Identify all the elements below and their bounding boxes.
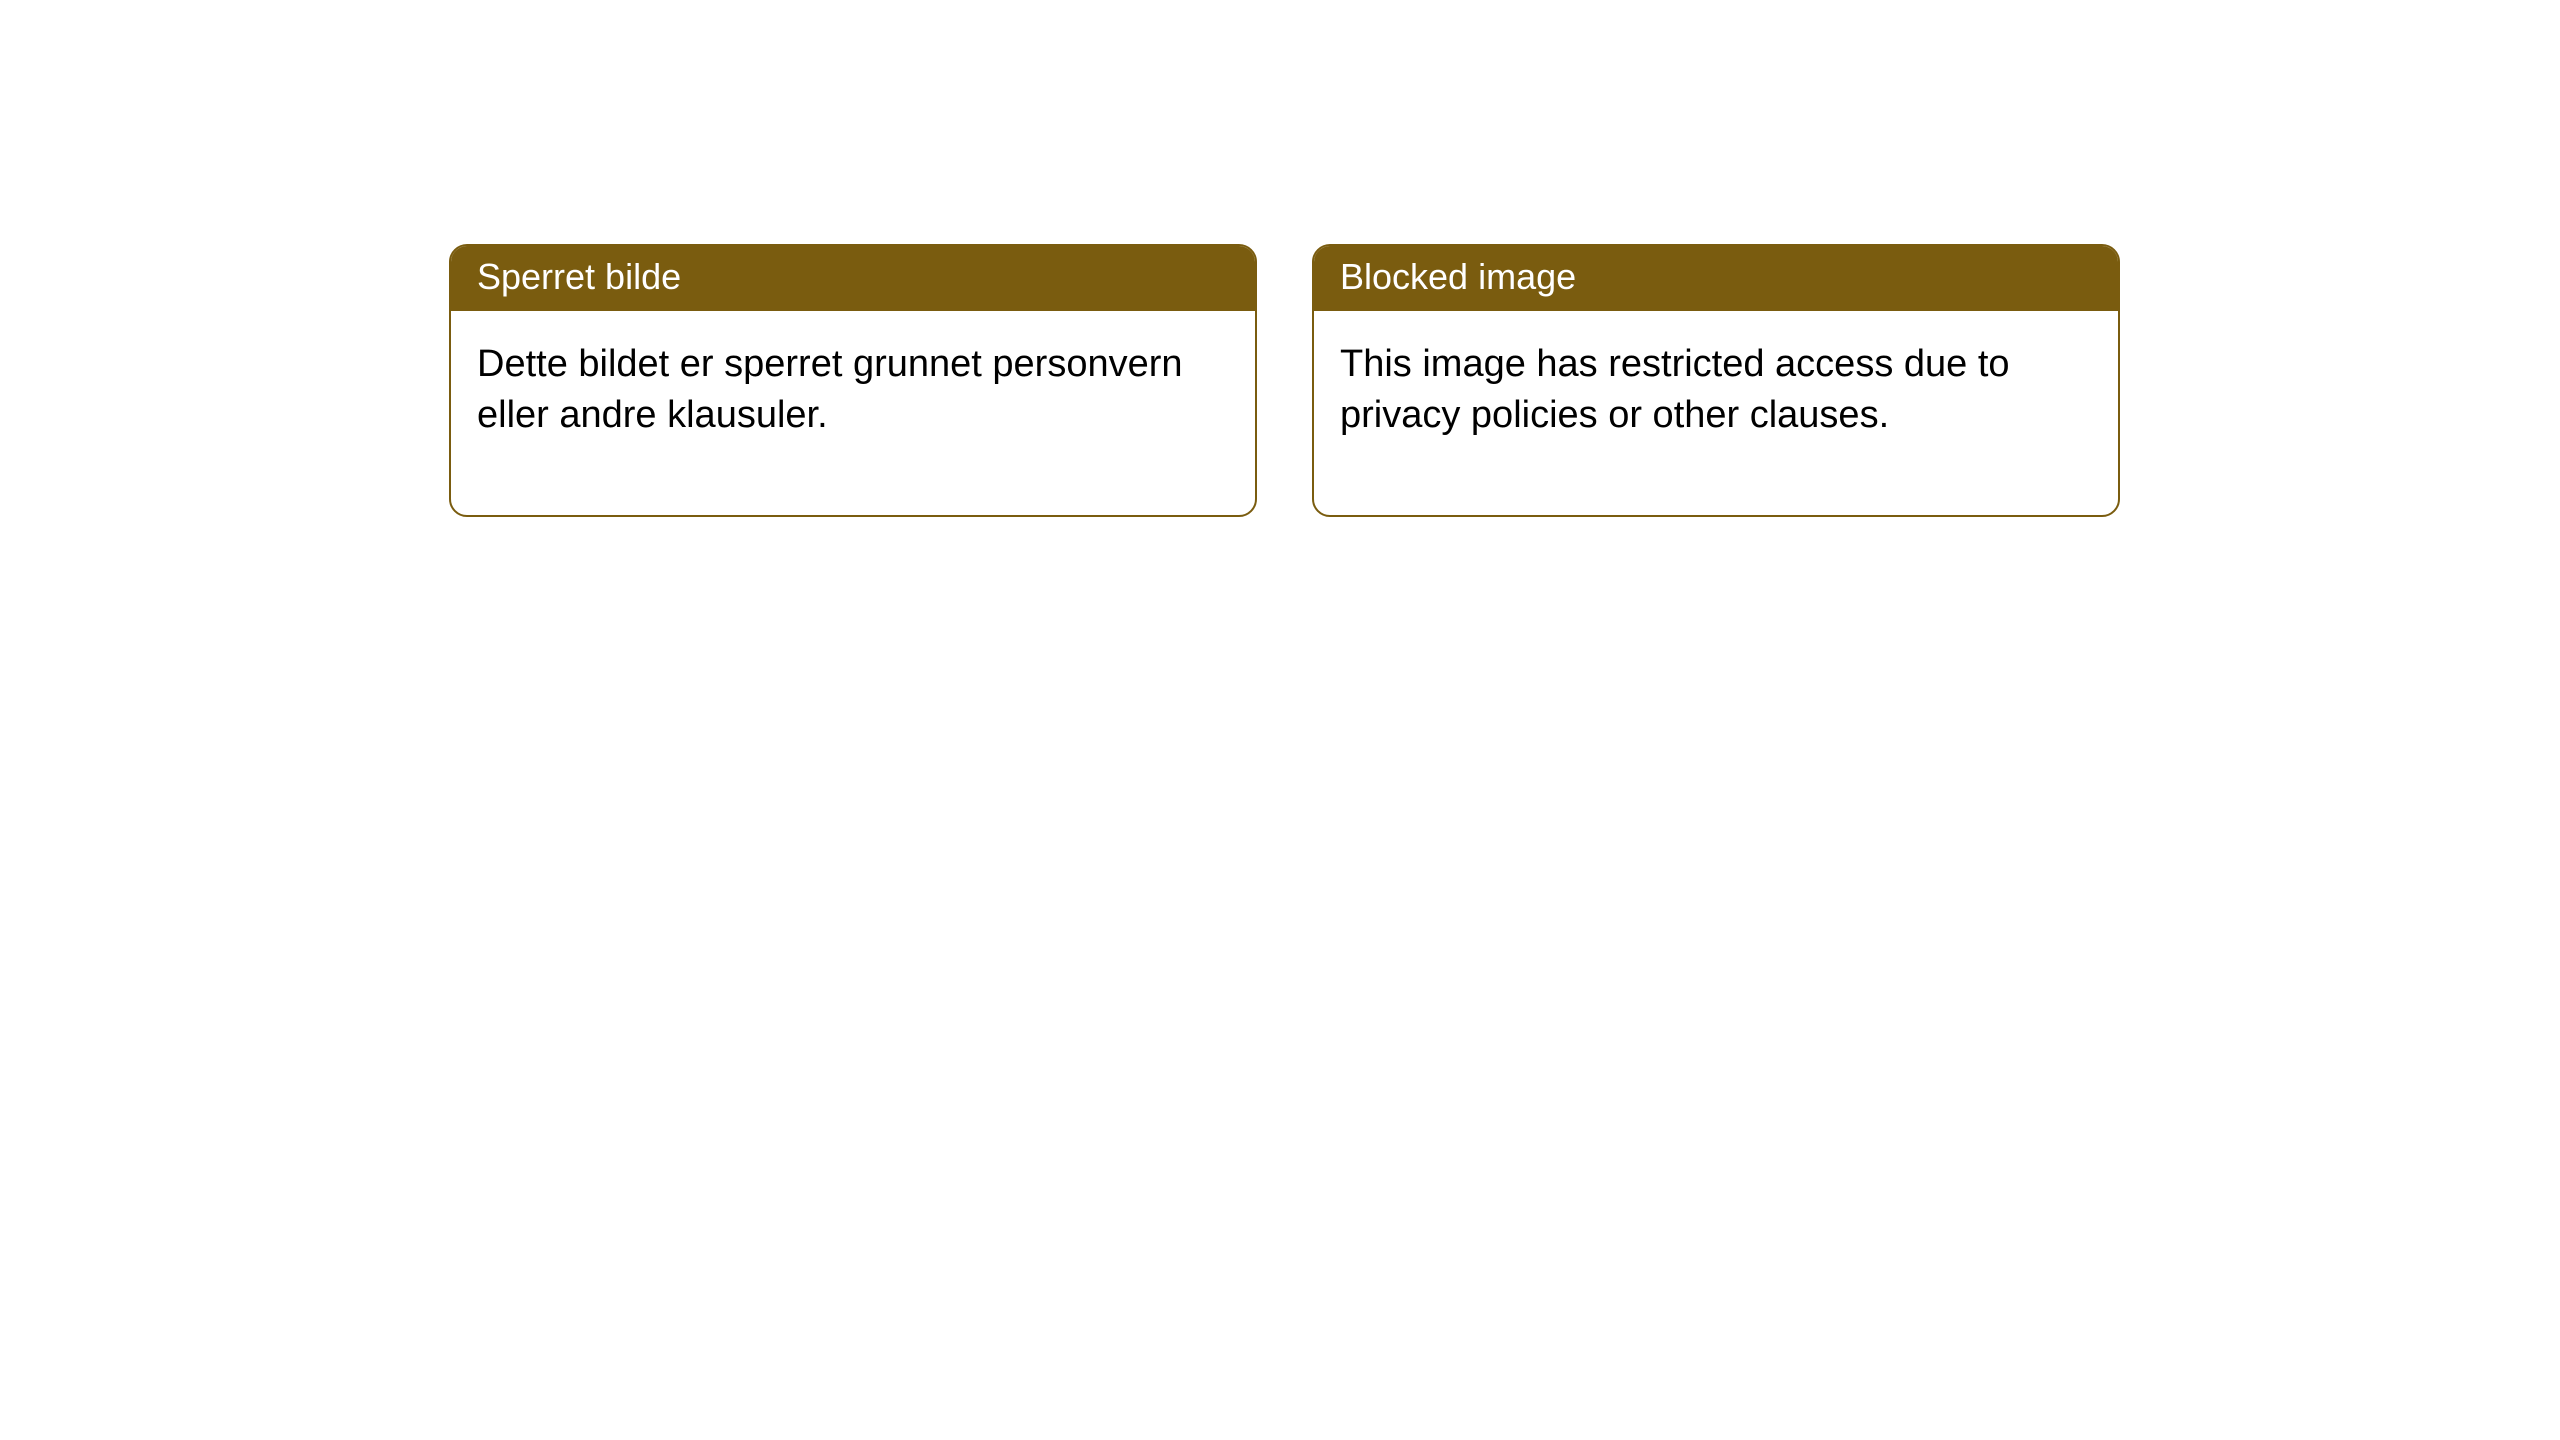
notice-cards-container: Sperret bilde Dette bildet er sperret gr…	[449, 244, 2560, 517]
notice-body-english: This image has restricted access due to …	[1314, 311, 2118, 516]
notice-title-norwegian: Sperret bilde	[451, 246, 1255, 311]
notice-title-english: Blocked image	[1314, 246, 2118, 311]
notice-card-norwegian: Sperret bilde Dette bildet er sperret gr…	[449, 244, 1257, 517]
notice-body-norwegian: Dette bildet er sperret grunnet personve…	[451, 311, 1255, 516]
notice-card-english: Blocked image This image has restricted …	[1312, 244, 2120, 517]
